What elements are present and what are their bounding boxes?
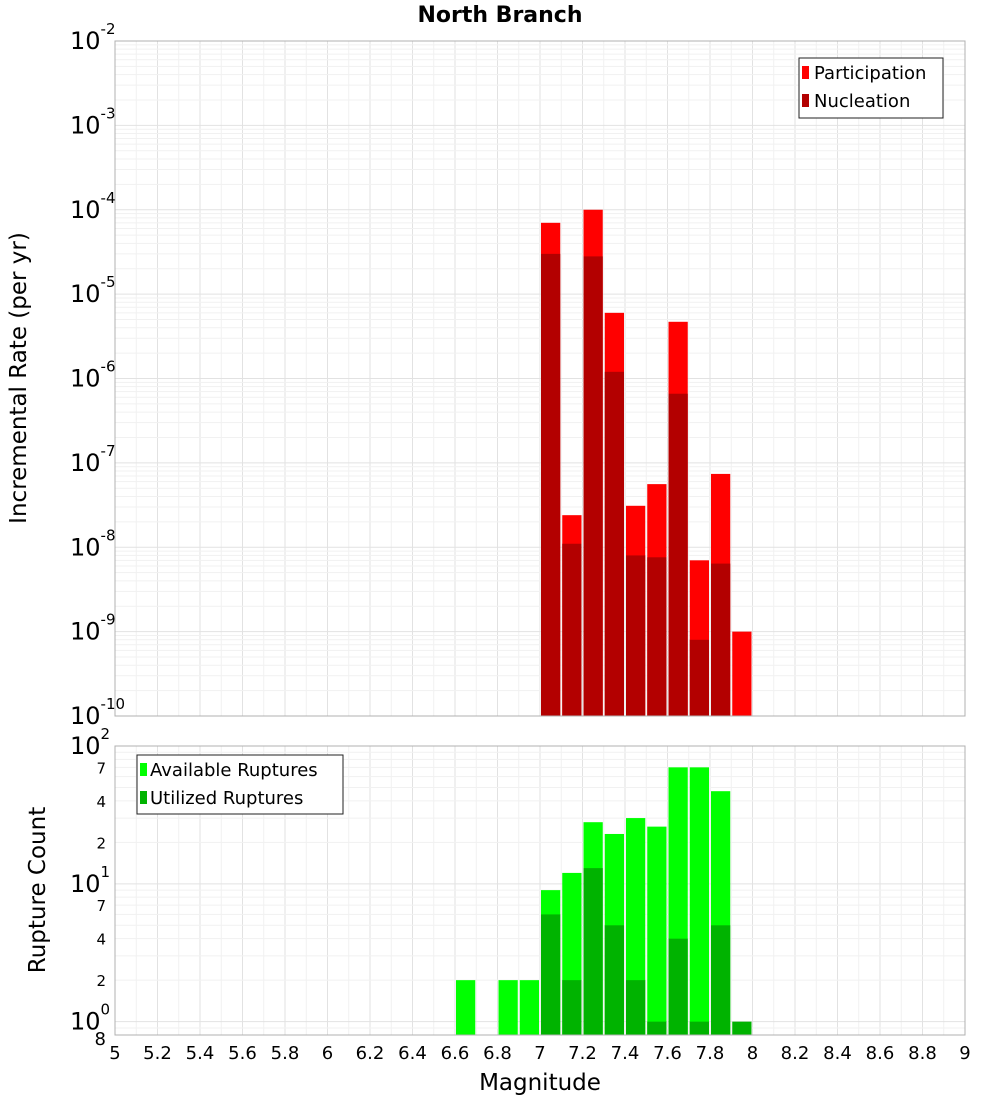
nucleation-legend-label: Nucleation — [814, 91, 910, 112]
chart-title: North Branch — [417, 3, 582, 28]
rate-y-tick-label: 10-10 — [70, 695, 125, 730]
x-tick-label: 5.8 — [271, 1043, 300, 1064]
x-tick-label: 7 — [534, 1043, 545, 1064]
count-utilized-ruptures-bar — [541, 914, 561, 1035]
x-tick-label: 6.8 — [483, 1043, 512, 1064]
rate-nucleation-bar — [668, 393, 688, 716]
rate-panel: 10-10 10-9 10-8 10-7 10-6 10-5 10-4 10-3 10-2 In… — [6, 20, 966, 730]
x-tick-label: 9 — [959, 1043, 970, 1064]
count-utilized-ruptures-bar — [732, 1021, 752, 1035]
x-tick-label: 6.6 — [441, 1043, 470, 1064]
count-legend-box — [136, 754, 344, 815]
x-tick-label: 7.6 — [653, 1043, 682, 1064]
count-utilized-ruptures-bar — [668, 938, 688, 1035]
rate-nucleation-bar — [626, 555, 646, 716]
x-axis-label: Magnitude — [479, 1070, 601, 1096]
participation-legend-swatch — [802, 66, 809, 79]
available-ruptures-legend-label: Available Ruptures — [150, 760, 318, 781]
count-utilized-ruptures-bar — [562, 980, 582, 1035]
rate-nucleation-bar — [562, 543, 582, 716]
count-y-tick-labels: 100 101 102 8 2 4 7 2 4 7 — [70, 725, 110, 1050]
x-tick-label: 6.4 — [398, 1043, 427, 1064]
utilized-ruptures-legend-label: Utilized Ruptures — [150, 788, 303, 809]
rate-legend: Participation Nucleation — [798, 57, 944, 119]
count-y-minor-tick-label: 8 — [95, 1029, 106, 1050]
available-ruptures-legend-swatch — [140, 763, 147, 776]
rate-nucleation-bar — [711, 563, 731, 716]
rate-y-tick-label: 10-6 — [70, 358, 116, 393]
rate-y-tick-label: 10-5 — [70, 273, 116, 308]
count-y-minor-tick-label: 7 — [96, 897, 106, 915]
rate-participation-bar — [732, 631, 752, 716]
rate-plot-frame — [114, 40, 966, 717]
count-y-minor-tick-label: 4 — [96, 793, 106, 811]
count-grid — [114, 746, 966, 1036]
count-utilized-ruptures-bar — [604, 925, 624, 1035]
count-y-tick-label: 102 — [70, 725, 110, 760]
rate-y-tick-label: 10-7 — [70, 442, 116, 477]
x-tick-label: 8 — [747, 1043, 758, 1064]
rate-y-tick-labels: 10-10 10-9 10-8 10-7 10-6 10-5 10-4 10-3 10-2 — [70, 20, 125, 730]
x-tick-label: 5.6 — [228, 1043, 257, 1064]
rate-y-tick-label: 10-8 — [70, 526, 116, 561]
x-tick-label: 5.2 — [143, 1043, 172, 1064]
count-available-ruptures-bar — [456, 980, 476, 1035]
nucleation-legend-swatch — [802, 94, 809, 107]
count-utilized-ruptures-bar — [711, 925, 731, 1035]
count-y-tick-label: 101 — [70, 863, 110, 898]
participation-legend-label: Participation — [814, 63, 926, 84]
count-legend: Available Ruptures Utilized Ruptures — [136, 754, 344, 815]
count-available-ruptures-bar — [647, 826, 667, 1035]
count-y-minor-tick-label: 7 — [96, 759, 106, 777]
rate-nucleation-bar — [541, 253, 561, 716]
rate-grid — [114, 41, 966, 717]
rate-y-tick-label: 10-2 — [70, 20, 116, 55]
x-tick-label: 7.4 — [611, 1043, 640, 1064]
count-utilized-ruptures-bar — [689, 1021, 709, 1035]
x-tick-label: 8.2 — [781, 1043, 810, 1064]
x-tick-label: 5.4 — [186, 1043, 215, 1064]
rate-y-axis-label: Incremental Rate (per yr) — [6, 232, 32, 524]
rate-nucleation-bar — [689, 639, 709, 716]
x-tick-label: 8.8 — [908, 1043, 937, 1064]
rate-y-tick-label: 10-9 — [70, 611, 116, 646]
count-utilized-ruptures-bar — [647, 1021, 667, 1035]
x-tick-label: 8.4 — [823, 1043, 852, 1064]
rate-nucleation-bar — [583, 256, 603, 716]
count-available-ruptures-bar — [498, 980, 518, 1035]
count-y-minor-tick-label: 2 — [96, 972, 106, 990]
count-available-ruptures-bar — [519, 980, 539, 1035]
count-plot-frame — [114, 745, 966, 1036]
x-tick-label: 6 — [322, 1043, 333, 1064]
count-y-tick-label: 100 — [70, 1001, 110, 1036]
count-y-axis-label: Rupture Count — [25, 807, 51, 973]
x-tick-label: 7.8 — [696, 1043, 725, 1064]
rate-bars — [541, 209, 752, 716]
x-tick-labels: 5 5.2 5.4 5.6 5.8 6 6.2 6.4 6.6 6.8 7 7.2 7.4 7.6 7.8 8… — [109, 1043, 970, 1064]
count-available-ruptures-bar — [689, 767, 709, 1035]
rate-y-tick-label: 10-4 — [70, 189, 116, 224]
rate-y-tick-label: 10-3 — [70, 104, 116, 139]
count-utilized-ruptures-bar — [583, 868, 603, 1035]
count-y-minor-tick-label: 4 — [96, 931, 106, 949]
count-bars — [456, 767, 752, 1035]
rate-nucleation-bar — [604, 371, 624, 716]
count-utilized-ruptures-bar — [626, 980, 646, 1035]
x-tick-label: 7.2 — [568, 1043, 597, 1064]
count-y-minor-tick-label: 2 — [96, 834, 106, 852]
rate-nucleation-bar — [647, 557, 667, 716]
x-tick-label: 6.2 — [356, 1043, 385, 1064]
x-tick-label: 5 — [109, 1043, 120, 1064]
count-panel: 100 101 102 8 2 4 7 2 4 7 Rupture Count Available… — [25, 725, 971, 1096]
utilized-ruptures-legend-swatch — [140, 791, 147, 804]
rate-legend-box — [798, 57, 944, 119]
x-tick-label: 8.6 — [866, 1043, 895, 1064]
